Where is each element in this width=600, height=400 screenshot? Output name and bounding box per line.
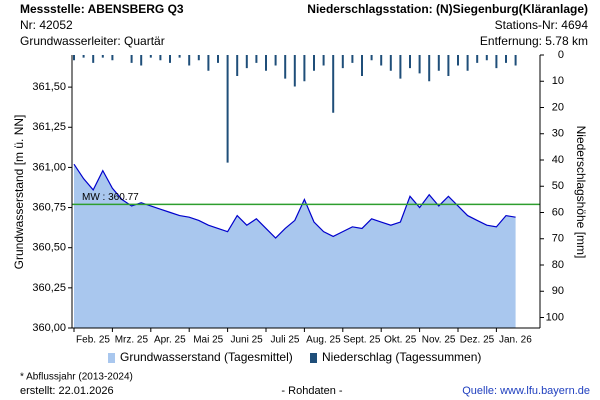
legend-label: Grundwasserstand (Tagesmittel) [120, 350, 293, 364]
bar [457, 55, 459, 66]
x-tick-label: Dez. 25 [460, 335, 495, 346]
bar [169, 55, 171, 63]
y2-tick-label: 10 [552, 75, 564, 87]
bar [313, 55, 315, 71]
y2-axis-title: Niederschlagshöhe [mm] [574, 126, 588, 259]
y2-tick-label: 20 [552, 101, 564, 113]
source-link[interactable]: Quelle: www.lfu.bayern.de [462, 385, 590, 397]
rain-station-number: Stations-Nr: 4694 [495, 18, 589, 32]
bar [447, 55, 450, 76]
bar [303, 55, 306, 82]
bar [265, 55, 267, 71]
x-tick-label: Juli 25 [271, 335, 300, 346]
bar [361, 55, 363, 76]
x-tick-label: Sept. 25 [343, 335, 381, 346]
station-title: Messstelle: ABENSBERG Q3 [20, 2, 184, 16]
bar [293, 55, 296, 87]
bar [495, 55, 498, 69]
bar [245, 55, 248, 69]
bar [370, 55, 373, 61]
x-tick-label: Nov. 25 [422, 335, 456, 346]
bar [73, 55, 75, 61]
y-tick-label: 361,50 [32, 81, 66, 93]
bar [476, 55, 479, 63]
bar [505, 55, 507, 63]
legend-swatch [310, 353, 317, 363]
bar [255, 55, 258, 63]
bar [332, 55, 335, 113]
y-tick-label: 361,25 [32, 121, 66, 133]
aquifer: Grundwasserleiter: Quartär [20, 34, 165, 48]
y2-tick-label: 60 [552, 206, 564, 218]
bar [101, 55, 104, 58]
bar [130, 55, 133, 63]
legend-swatch [108, 353, 115, 363]
bar [380, 55, 383, 66]
bar [82, 55, 85, 58]
area [74, 164, 516, 328]
bar [274, 55, 277, 66]
station-number: Nr: 42052 [20, 18, 73, 32]
bar [149, 55, 152, 58]
y2-tick-label: 50 [552, 180, 564, 192]
bar [389, 55, 392, 71]
bar [466, 55, 469, 71]
x-tick-label: Apr. 25 [154, 335, 186, 346]
bar [217, 55, 219, 63]
bar [236, 55, 239, 76]
bar [514, 55, 517, 66]
bar [188, 55, 191, 66]
y-axis-title: Grundwasserstand [m ü. NN] [12, 115, 26, 270]
y-tick-label: 360,50 [32, 242, 66, 254]
bar [428, 55, 431, 82]
bar [399, 55, 402, 79]
x-tick-label: Okt. 25 [384, 335, 417, 346]
bar [485, 55, 488, 61]
x-tick-label: Feb. 25 [76, 335, 110, 346]
legend-label: Niederschlag (Tagessummen) [322, 350, 481, 364]
bar [418, 55, 421, 74]
rain-station: Niederschlagsstation: (N)Siegenburg(Klär… [307, 2, 588, 16]
y-tick-label: 361,00 [32, 161, 66, 173]
bar [159, 55, 162, 61]
x-tick-label: Aug. 25 [306, 335, 341, 346]
y-tick-label: 360,00 [32, 322, 66, 334]
mean-label: MW : 360.77 [82, 192, 139, 203]
bar [284, 55, 287, 79]
bar [92, 55, 95, 63]
y2-tick-label: 40 [552, 154, 564, 166]
y2-tick-label: 100 [546, 311, 564, 323]
bar [351, 55, 354, 63]
footnote: * Abflussjahr (2013-2024) [20, 372, 133, 383]
bar [178, 55, 181, 58]
bar [437, 55, 440, 71]
bar [226, 55, 229, 163]
distance: Entfernung: 5.78 km [480, 34, 588, 48]
y2-tick-label: 80 [552, 259, 564, 271]
bar [341, 55, 344, 69]
x-tick-label: Mai 25 [193, 335, 223, 346]
y2-tick-label: 90 [552, 285, 564, 297]
created-date: erstellt: 22.01.2026 [20, 385, 114, 397]
y-tick-label: 360,75 [32, 201, 66, 213]
y2-tick-label: 30 [552, 128, 564, 140]
y2-tick-label: 70 [552, 233, 564, 245]
x-tick-label: Mrz. 25 [115, 335, 149, 346]
y2-tick-label: 0 [558, 49, 564, 61]
bar [111, 55, 114, 61]
bar [197, 55, 200, 61]
x-tick-label: Juni 25 [230, 335, 263, 346]
bar [322, 55, 325, 66]
data-kind: - Rohdaten - [281, 385, 342, 397]
bar [409, 55, 411, 69]
x-tick-label: Jan. 26 [499, 335, 532, 346]
bar [140, 55, 143, 66]
bar [207, 55, 210, 71]
y-tick-label: 360,25 [32, 282, 66, 294]
